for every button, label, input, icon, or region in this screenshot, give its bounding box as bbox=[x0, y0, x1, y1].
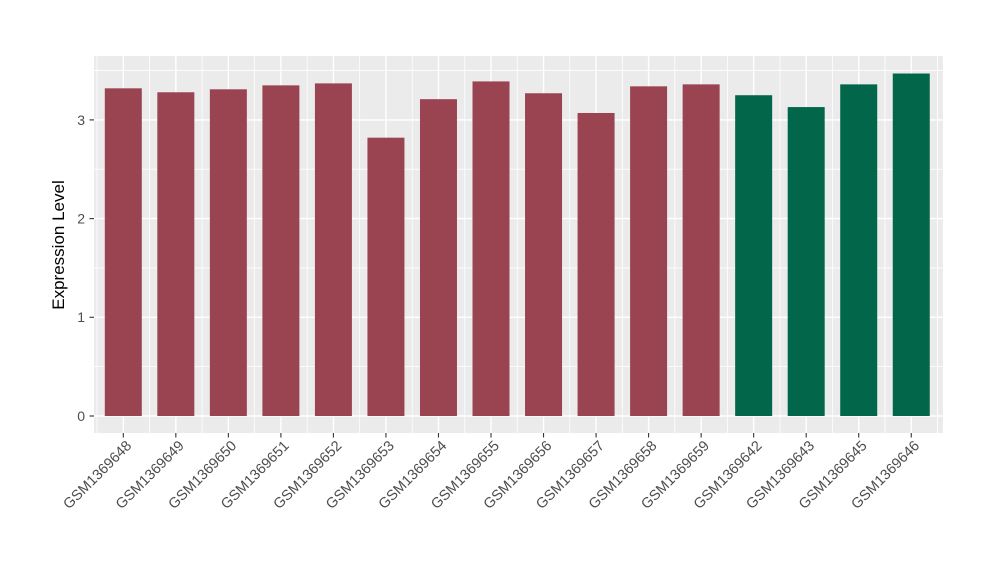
y-axis-labels: 0 1 2 3 bbox=[77, 112, 85, 424]
y-tick-label: 1 bbox=[77, 309, 85, 325]
y-tick-label: 2 bbox=[77, 211, 85, 227]
bar-GSM1369652 bbox=[314, 83, 352, 417]
x-axis-labels: GSM1369648GSM1369649GSM1369650GSM1369651… bbox=[61, 438, 924, 513]
bar-GSM1369651 bbox=[262, 85, 300, 416]
bar-GSM1369654 bbox=[419, 99, 457, 416]
bar-GSM1369649 bbox=[157, 92, 195, 416]
bar-GSM1369643 bbox=[787, 107, 825, 416]
bar-GSM1369656 bbox=[525, 93, 563, 416]
y-axis-title: Expression Level bbox=[49, 180, 68, 309]
bar-GSM1369642 bbox=[735, 95, 773, 416]
y-tick-label: 0 bbox=[77, 408, 85, 424]
bar-GSM1369646 bbox=[892, 73, 930, 417]
y-tick-label: 3 bbox=[77, 112, 85, 128]
bar-GSM1369645 bbox=[840, 84, 878, 417]
bar-GSM1369657 bbox=[577, 112, 615, 416]
axis-ticks bbox=[89, 119, 912, 438]
bar-GSM1369653 bbox=[367, 137, 405, 416]
bar-GSM1369659 bbox=[682, 84, 720, 417]
bar-GSM1369658 bbox=[630, 86, 668, 416]
bar-GSM1369648 bbox=[104, 88, 142, 416]
bars-group bbox=[104, 73, 930, 417]
bar-GSM1369650 bbox=[209, 89, 247, 416]
bar-GSM1369655 bbox=[472, 81, 510, 417]
